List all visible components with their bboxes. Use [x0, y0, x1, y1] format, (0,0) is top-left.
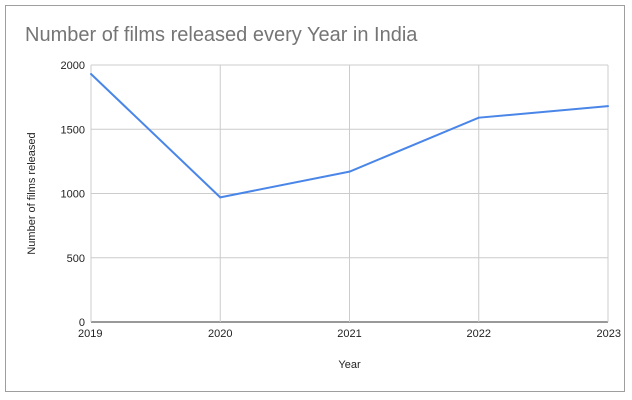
y-tick-label: 1500 [61, 124, 85, 136]
y-tick-label: 2000 [61, 60, 85, 72]
x-tick-label: 2023 [597, 328, 621, 340]
x-tick-label: 2021 [337, 328, 361, 340]
gridlines [90, 64, 609, 323]
x-tick-labels: 2019 2020 2021 2022 2023 [78, 328, 621, 340]
data-point [477, 116, 480, 119]
data-point [348, 170, 351, 173]
chart-title: Number of films released every Year in I… [25, 24, 418, 46]
data-point [607, 105, 609, 108]
data-point [219, 196, 222, 199]
x-axis-label: Year [338, 359, 361, 371]
data-point [90, 72, 92, 75]
series-layer [90, 72, 609, 199]
y-tick-labels: 0 500 1000 1500 2000 [61, 60, 85, 329]
y-tick-label: 500 [67, 253, 85, 265]
x-tick-label: 2019 [78, 328, 102, 340]
y-tick-label: 0 [79, 317, 85, 329]
chart-frame [5, 5, 625, 392]
y-tick-label: 1000 [61, 189, 85, 201]
x-tick-label: 2020 [208, 328, 232, 340]
y-axis-label: Number of films released [26, 132, 38, 254]
x-tick-label: 2022 [467, 328, 491, 340]
